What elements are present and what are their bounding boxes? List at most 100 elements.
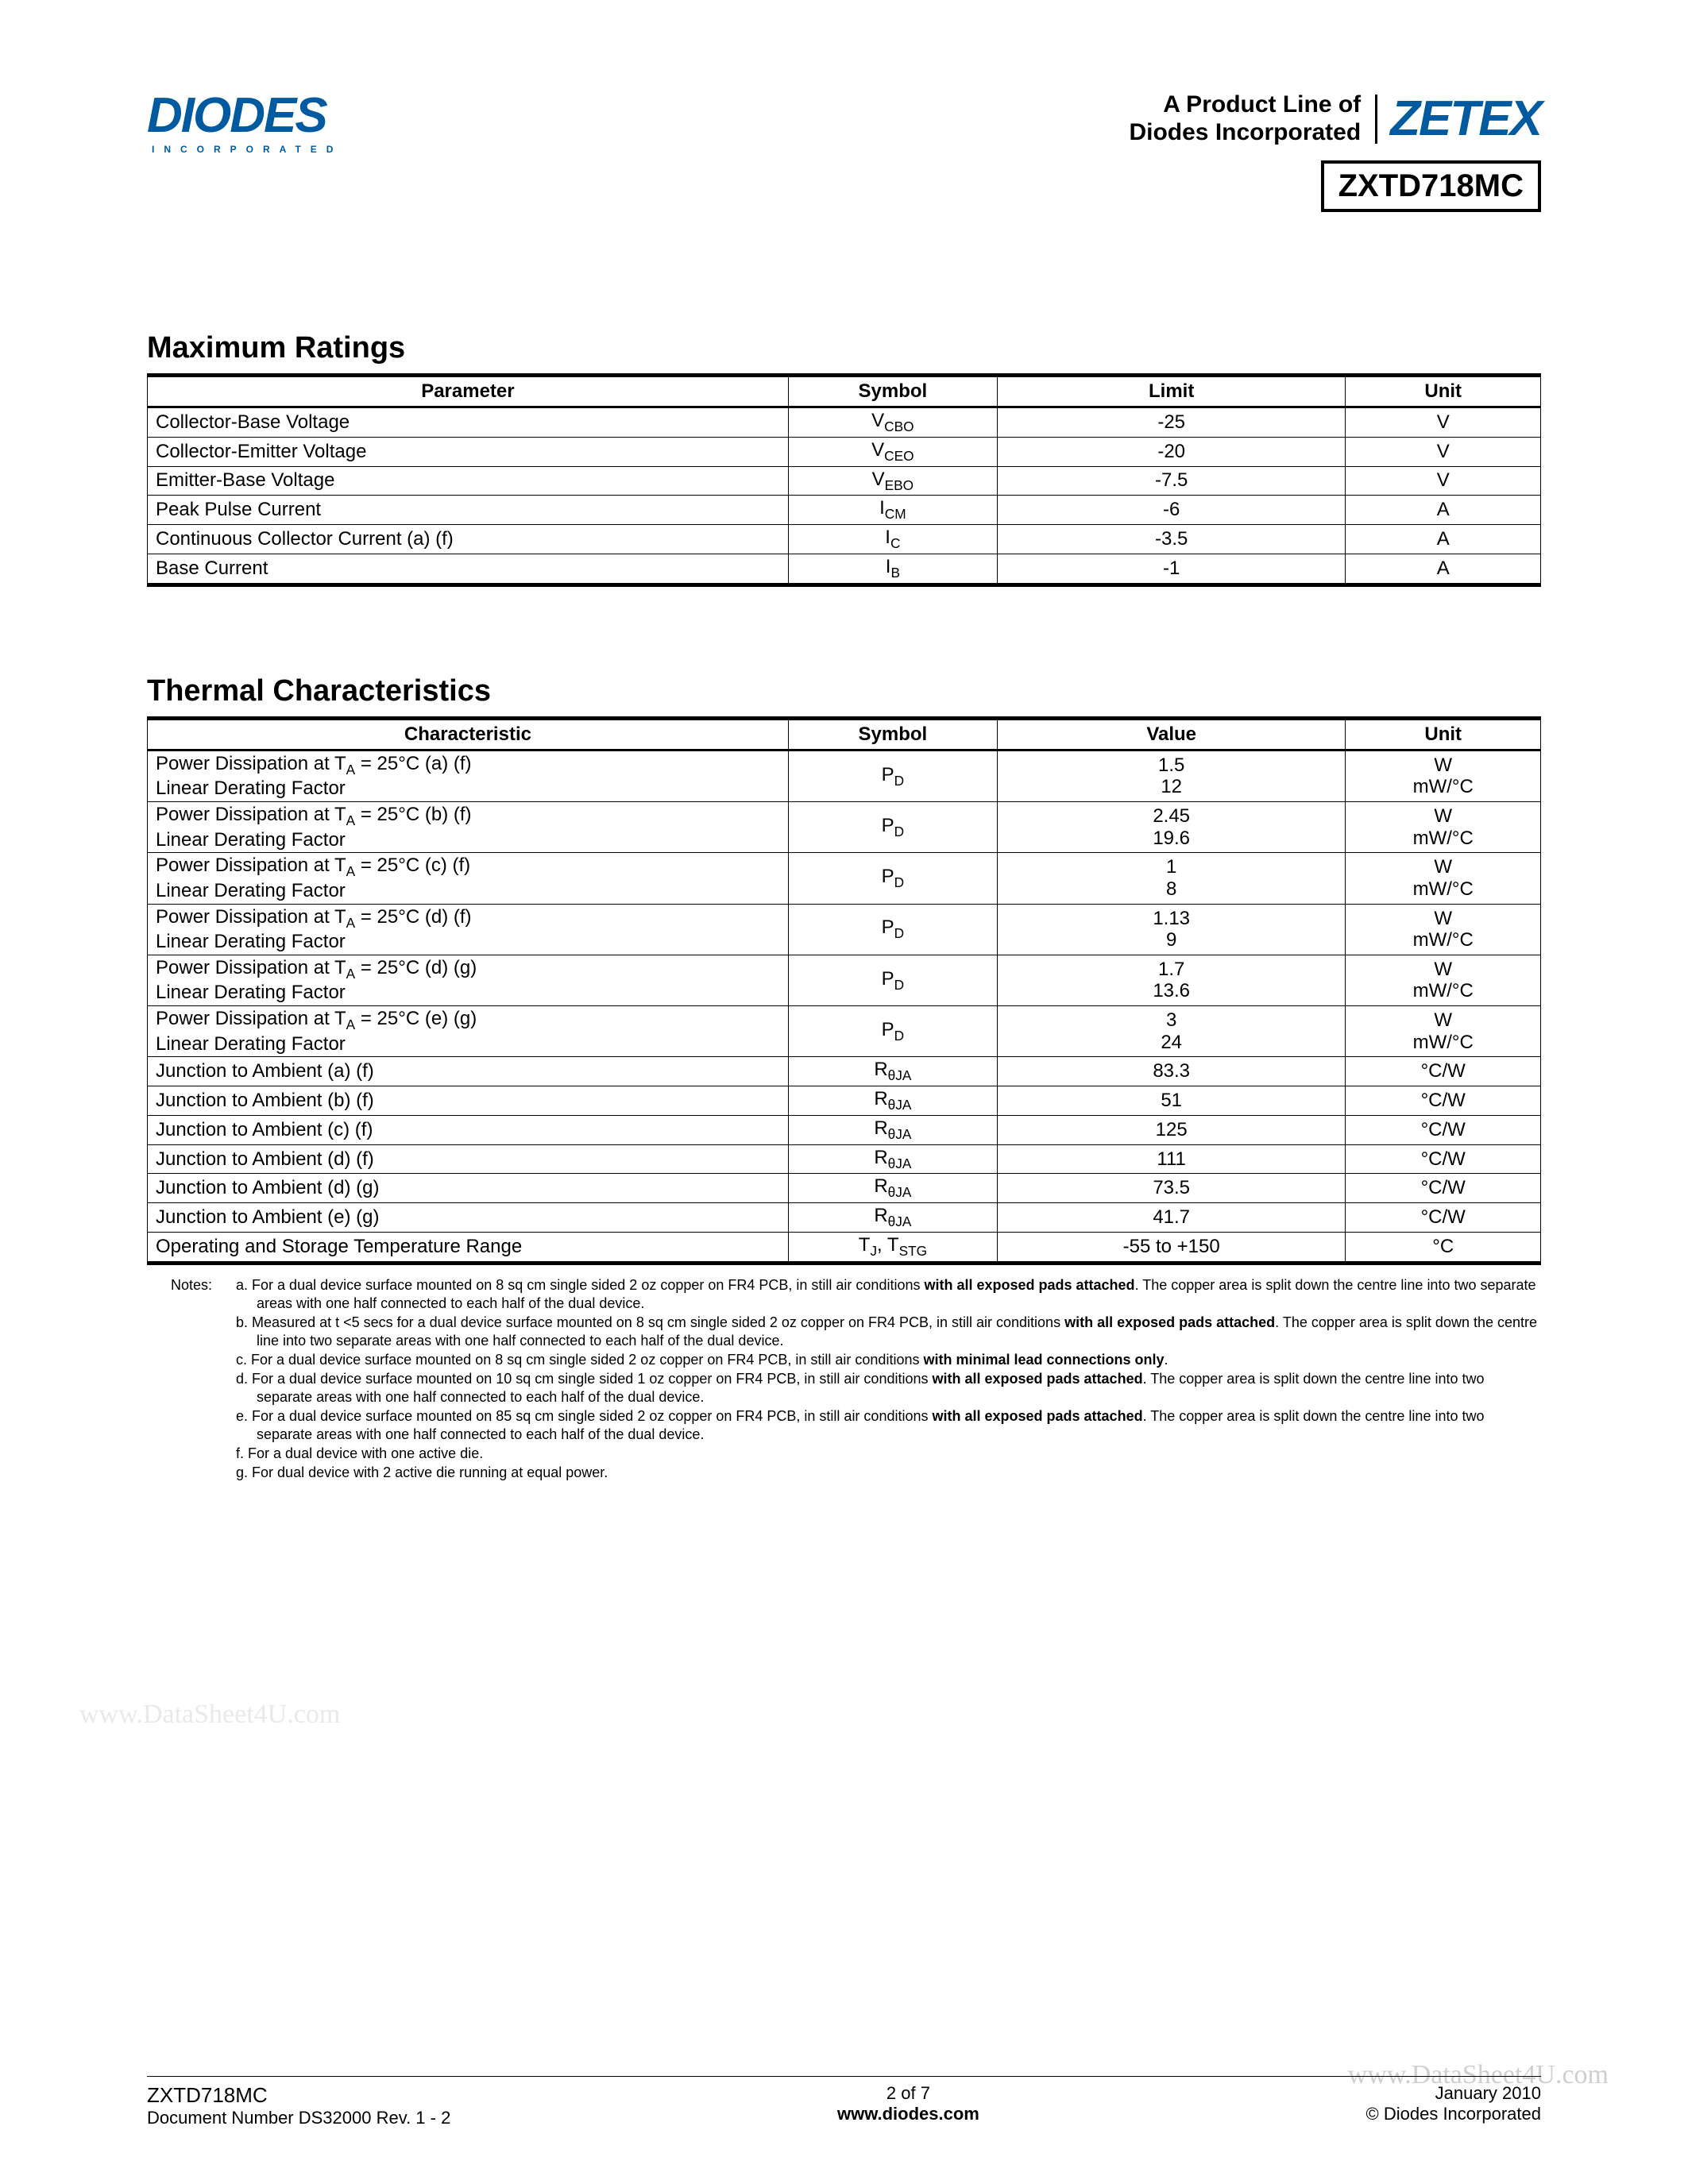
header-right: A Product Line of Diodes Incorporated ZE… [1129, 91, 1541, 212]
diodes-logo: DIODES [147, 91, 342, 141]
footer-url: www.diodes.com [837, 2104, 979, 2124]
cell-characteristic: Junction to Ambient (a) (f) [148, 1057, 789, 1086]
part-number-box: ZXTD718MC [1321, 160, 1541, 212]
cell-limit: -25 [997, 407, 1346, 438]
watermark-left: www.DataSheet4U.com [79, 1700, 340, 1730]
th-symbol: Symbol [788, 718, 997, 750]
footer-right: January 2010 © Diodes Incorporated [1366, 2083, 1541, 2124]
cell-unit: °C/W [1346, 1144, 1541, 1174]
cell-symbol: RθJA [788, 1144, 997, 1174]
table-row: Peak Pulse CurrentICM-6A [148, 496, 1541, 525]
cell-characteristic: Junction to Ambient (d) (g) [148, 1174, 789, 1203]
cell-characteristic: Operating and Storage Temperature Range [148, 1233, 789, 1264]
th-unit: Unit [1346, 718, 1541, 750]
cell-symbol: PD [788, 802, 997, 853]
tagline-block: A Product Line of Diodes Incorporated ZE… [1129, 91, 1541, 146]
cell-unit: WmW/°C [1346, 904, 1541, 955]
cell-unit: °C [1346, 1233, 1541, 1264]
cell-value: 2.4519.6 [997, 802, 1346, 853]
table-row: Power Dissipation at TA = 25°C (b) (f)Li… [148, 802, 1541, 853]
tagline-line2: Diodes Incorporated [1129, 119, 1361, 145]
cell-symbol: PD [788, 955, 997, 1005]
cell-unit: V [1346, 466, 1541, 496]
cell-value: -55 to +150 [997, 1233, 1346, 1264]
notes-label: Notes: [171, 1276, 212, 1483]
thermal-title: Thermal Characteristics [147, 674, 1541, 708]
cell-limit: -20 [997, 437, 1346, 466]
cell-symbol: RθJA [788, 1057, 997, 1086]
table-row: Junction to Ambient (c) (f)RθJA125°C/W [148, 1115, 1541, 1144]
cell-unit: V [1346, 437, 1541, 466]
th-parameter: Parameter [148, 376, 789, 407]
cell-unit: WmW/°C [1346, 802, 1541, 853]
cell-unit: A [1346, 525, 1541, 554]
footer-copyright: © Diodes Incorporated [1366, 2104, 1541, 2124]
cell-unit: °C/W [1346, 1057, 1541, 1086]
cell-characteristic: Power Dissipation at TA = 25°C (d) (f)Li… [148, 904, 789, 955]
note-item: e. For a dual device surface mounted on … [236, 1407, 1541, 1444]
cell-value: 324 [997, 1006, 1346, 1057]
th-symbol: Symbol [788, 376, 997, 407]
cell-parameter: Base Current [148, 554, 789, 585]
table-row: Operating and Storage Temperature RangeT… [148, 1233, 1541, 1264]
cell-symbol: ICM [788, 496, 997, 525]
cell-unit: °C/W [1346, 1203, 1541, 1233]
table-row: Power Dissipation at TA = 25°C (c) (f)Li… [148, 853, 1541, 904]
cell-value: 41.7 [997, 1203, 1346, 1233]
page-footer: ZXTD718MC Document Number DS32000 Rev. 1… [147, 2076, 1541, 2128]
zetex-logo: ZETEX [1375, 95, 1541, 144]
cell-symbol: IB [788, 554, 997, 585]
maxratings-title: Maximum Ratings [147, 331, 1541, 365]
table-row: Junction to Ambient (d) (g)RθJA73.5°C/W [148, 1174, 1541, 1203]
table-row: Junction to Ambient (d) (f)RθJA111°C/W [148, 1144, 1541, 1174]
footer-left: ZXTD718MC Document Number DS32000 Rev. 1… [147, 2083, 450, 2128]
notes-list: a. For a dual device surface mounted on … [236, 1276, 1541, 1483]
table-row: Emitter-Base VoltageVEBO-7.5V [148, 466, 1541, 496]
page-header: DIODES INCORPORATED A Product Line of Di… [147, 91, 1541, 212]
cell-symbol: PD [788, 750, 997, 801]
cell-unit: V [1346, 407, 1541, 438]
cell-symbol: PD [788, 853, 997, 904]
cell-characteristic: Junction to Ambient (b) (f) [148, 1086, 789, 1116]
note-item: f. For a dual device with one active die… [236, 1445, 1541, 1463]
table-row: Power Dissipation at TA = 25°C (d) (f)Li… [148, 904, 1541, 955]
cell-limit: -6 [997, 496, 1346, 525]
cell-value: 1.512 [997, 750, 1346, 801]
cell-symbol: IC [788, 525, 997, 554]
cell-value: 111 [997, 1144, 1346, 1174]
table-row: Collector-Base VoltageVCBO-25V [148, 407, 1541, 438]
table-header-row: Characteristic Symbol Value Unit [148, 718, 1541, 750]
cell-symbol: PD [788, 1006, 997, 1057]
cell-symbol: RθJA [788, 1203, 997, 1233]
cell-characteristic: Power Dissipation at TA = 25°C (a) (f)Li… [148, 750, 789, 801]
tagline: A Product Line of Diodes Incorporated [1129, 91, 1361, 146]
cell-characteristic: Junction to Ambient (d) (f) [148, 1144, 789, 1174]
cell-unit: WmW/°C [1346, 1006, 1541, 1057]
cell-symbol: RθJA [788, 1086, 997, 1116]
cell-characteristic: Power Dissipation at TA = 25°C (b) (f)Li… [148, 802, 789, 853]
cell-value: 1.139 [997, 904, 1346, 955]
tagline-line1: A Product Line of [1163, 91, 1361, 118]
cell-characteristic: Junction to Ambient (c) (f) [148, 1115, 789, 1144]
cell-parameter: Collector-Emitter Voltage [148, 437, 789, 466]
table-row: Power Dissipation at TA = 25°C (a) (f)Li… [148, 750, 1541, 801]
cell-characteristic: Power Dissipation at TA = 25°C (d) (g)Li… [148, 955, 789, 1005]
footer-center: 2 of 7 www.diodes.com [837, 2083, 979, 2124]
note-item: a. For a dual device surface mounted on … [236, 1276, 1541, 1313]
footer-page: 2 of 7 [837, 2083, 979, 2104]
table-row: Power Dissipation at TA = 25°C (d) (g)Li… [148, 955, 1541, 1005]
cell-unit: WmW/°C [1346, 750, 1541, 801]
cell-unit: WmW/°C [1346, 853, 1541, 904]
cell-unit: °C/W [1346, 1174, 1541, 1203]
cell-characteristic: Power Dissipation at TA = 25°C (e) (g)Li… [148, 1006, 789, 1057]
cell-parameter: Collector-Base Voltage [148, 407, 789, 438]
cell-unit: WmW/°C [1346, 955, 1541, 1005]
table-row: Power Dissipation at TA = 25°C (e) (g)Li… [148, 1006, 1541, 1057]
note-item: g. For dual device with 2 active die run… [236, 1464, 1541, 1482]
th-unit: Unit [1346, 376, 1541, 407]
table-row: Junction to Ambient (a) (f)RθJA83.3°C/W [148, 1057, 1541, 1086]
table-row: Base CurrentIB-1A [148, 554, 1541, 585]
table-row: Continuous Collector Current (a) (f)IC-3… [148, 525, 1541, 554]
table-header-row: Parameter Symbol Limit Unit [148, 376, 1541, 407]
cell-value: 73.5 [997, 1174, 1346, 1203]
